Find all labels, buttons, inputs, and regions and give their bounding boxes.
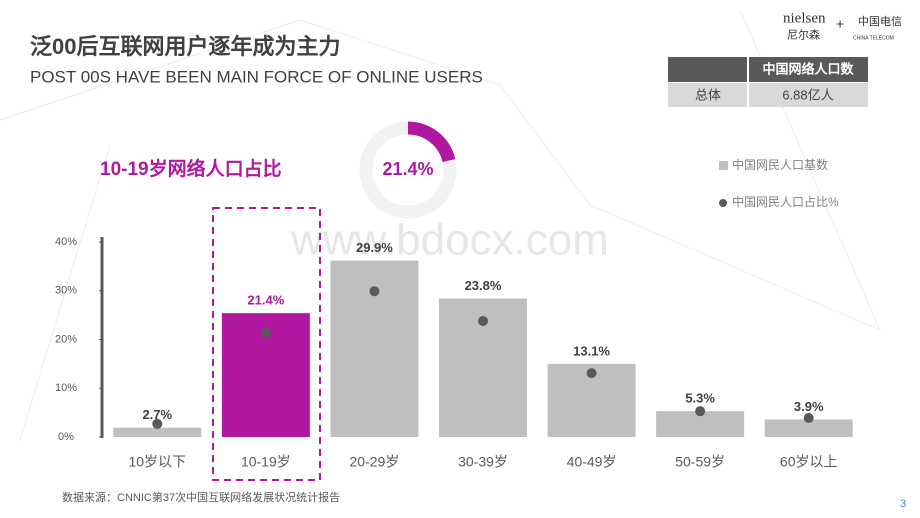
x-tick-label: 60岁以上	[780, 454, 838, 470]
dot	[152, 418, 163, 429]
legend-label: 中国网民人口基数	[732, 157, 828, 172]
y-tick-label: 30%	[55, 285, 77, 297]
dot	[260, 327, 271, 338]
x-tick-label: 10-19岁	[241, 454, 291, 470]
y-tick-label: 40%	[55, 236, 77, 248]
dot	[586, 368, 597, 379]
table-header: 中国网络人口数	[762, 61, 854, 76]
value-label: 5.3%	[685, 391, 715, 406]
dot	[803, 412, 814, 423]
subtitle: POST 00S HAVE BEEN MAIN FORCE OF ONLINE …	[30, 67, 483, 86]
donut-slice	[407, 121, 456, 163]
x-tick-label: 20-29岁	[350, 454, 400, 470]
page-number: 3	[900, 498, 906, 510]
value-label: 13.1%	[573, 343, 610, 358]
title: 泛00后互联网用户逐年成为主力	[30, 34, 340, 59]
highlight-box	[212, 207, 321, 481]
value-label: 21.4%	[247, 293, 284, 308]
y-tick-label: 10%	[55, 382, 77, 394]
y-tick-label: 20%	[55, 333, 77, 345]
table-cell-bg	[749, 83, 868, 107]
legend-swatch	[719, 199, 727, 207]
bar	[764, 419, 853, 437]
value-label: 29.9%	[356, 240, 393, 255]
source: 数据来源：CNNIC第37次中国互联网络发展状况统计报告	[62, 490, 340, 504]
dot	[478, 315, 488, 326]
legend-swatch	[719, 161, 728, 170]
table-header-bg	[668, 57, 868, 82]
donut-label: 21.4%	[382, 159, 433, 179]
x-tick-label: 10岁以下	[128, 454, 186, 470]
decor-lines	[0, 9, 881, 441]
x-tick-label: 40-49岁	[567, 454, 617, 470]
table-cell-bg	[668, 83, 747, 107]
x-tick-label: 50-59岁	[675, 454, 725, 470]
logo-plus: +	[836, 16, 844, 32]
dot	[695, 406, 706, 417]
logo-telecom: 中国电信	[858, 15, 902, 28]
logo-nielsen: nielsen	[783, 10, 826, 26]
value-label: 3.9%	[794, 399, 824, 414]
table-cell: 6.88亿人	[782, 87, 833, 102]
legend-label: 中国网民人口占比%	[732, 194, 839, 209]
bar	[113, 427, 202, 437]
x-tick-label: 30-39岁	[458, 454, 508, 470]
dot	[369, 286, 380, 297]
watermark: www.bdocx.com	[290, 216, 609, 265]
y-tick-label: 0%	[58, 431, 74, 443]
value-label: 2.7%	[142, 407, 172, 422]
logo-nielsen-cn: 尼尔森	[787, 28, 820, 42]
logo-telecom-en: CHINA TELECOM	[853, 35, 894, 41]
table-cell: 总体	[695, 87, 721, 102]
highlight-label: 10-19岁网络人口占比	[100, 157, 282, 180]
value-label: 23.8%	[465, 278, 502, 293]
